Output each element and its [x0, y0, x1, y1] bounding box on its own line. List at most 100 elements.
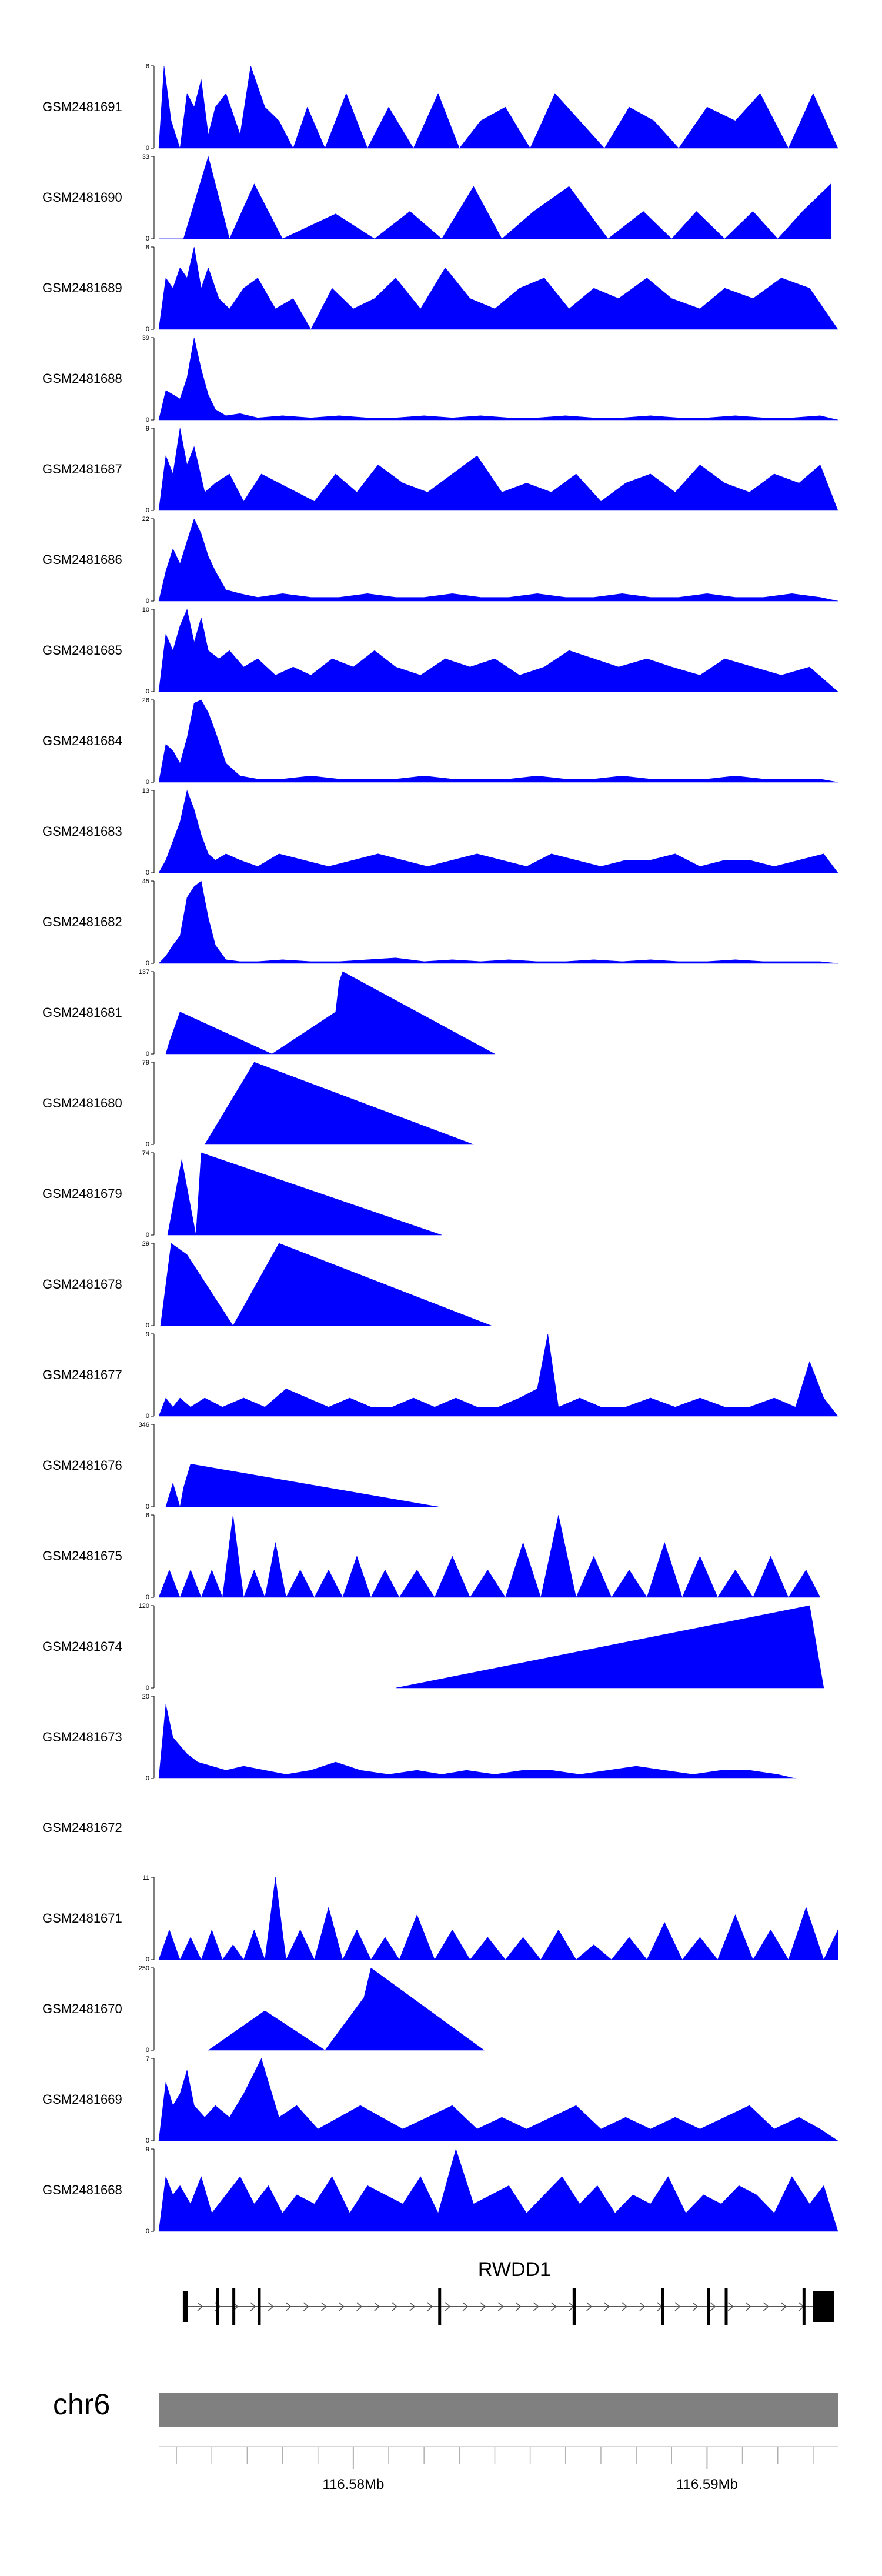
track-GSM2481684: GSM2481684 26 0	[42, 697, 838, 786]
strand-arrow	[781, 2302, 787, 2311]
track-label: GSM2481681	[42, 1005, 122, 1020]
strand-arrow	[515, 2302, 522, 2311]
y-axis-max-label: 26	[142, 697, 149, 704]
track-label: GSM2481690	[42, 190, 122, 205]
track-label: GSM2481676	[42, 1458, 122, 1473]
track-label: GSM2481679	[42, 1186, 122, 1201]
track-GSM2481680: GSM2481680 79 0	[42, 1059, 474, 1148]
genome-position-axis: 116.58Mb 116.59Mb	[159, 2446, 838, 2492]
strand-arrow	[285, 2302, 292, 2311]
y-axis-zero-label: 0	[146, 1232, 149, 1239]
axis-tick-label: 116.58Mb	[322, 2477, 384, 2492]
y-axis-max-label: 45	[142, 878, 149, 885]
strand-arrow	[622, 2302, 627, 2311]
strand-arrow	[268, 2302, 274, 2311]
coverage-area-GSM2481668	[158, 2148, 838, 2232]
track-GSM2481677: GSM2481677 9 0	[42, 1331, 838, 1420]
y-axis-max-label: 13	[142, 788, 149, 795]
y-axis-zero-label: 0	[146, 1956, 149, 1963]
track-GSM2481689: GSM2481689 8 0	[42, 244, 838, 333]
track-GSM2481683: GSM2481683 13 0	[42, 788, 838, 876]
strand-arrow	[763, 2302, 769, 2311]
track-GSM2481685: GSM2481685 10 0	[42, 606, 838, 695]
strand-arrow	[374, 2302, 380, 2311]
y-axis-max-label: 74	[142, 1150, 149, 1157]
track-label: GSM2481691	[42, 99, 122, 114]
track-label: GSM2481669	[42, 2092, 122, 2107]
strand-arrow	[427, 2302, 433, 2311]
coverage-area-GSM2481688	[158, 337, 838, 421]
coverage-area-GSM2481680	[204, 1062, 474, 1145]
track-GSM2481676: GSM2481676 346 0	[42, 1422, 439, 1510]
chromosome-bar	[159, 2393, 838, 2427]
y-axis-max-label: 120	[139, 1603, 149, 1610]
strand-arrow	[710, 2302, 716, 2311]
track-GSM2481669: GSM2481669 7 0	[42, 2056, 838, 2144]
track-GSM2481688: GSM2481688 39 0	[42, 335, 838, 423]
track-label: GSM2481672	[42, 1820, 122, 1835]
y-axis-zero-label: 0	[146, 1503, 149, 1510]
y-axis-max-label: 9	[146, 2146, 149, 2153]
coverage-area-GSM2481671	[158, 1877, 838, 1960]
chromosome-label: chr6	[53, 2388, 110, 2421]
coverage-area-GSM2481676	[165, 1463, 439, 1507]
y-axis-max-label: 10	[142, 606, 149, 613]
track-GSM2481670: GSM2481670 250 0	[42, 1965, 485, 2054]
track-GSM2481682: GSM2481682 45 0	[42, 878, 838, 967]
strand-arrow	[745, 2302, 751, 2311]
y-axis-zero-label: 0	[146, 416, 149, 423]
track-label: GSM2481682	[42, 915, 122, 929]
strand-arrow	[727, 2302, 734, 2311]
track-label: GSM2481675	[42, 1549, 122, 1563]
strand-arrow	[604, 2302, 610, 2311]
track-GSM2481668: GSM2481668 9 0	[42, 2146, 838, 2235]
y-axis-zero-label: 0	[146, 688, 149, 695]
track-GSM2481674: GSM2481674 120 0	[42, 1603, 824, 1691]
exon	[707, 2288, 710, 2325]
axis-tick-label: 116.59Mb	[676, 2477, 738, 2492]
strand-arrow	[445, 2302, 451, 2311]
y-axis-max-label: 8	[146, 244, 149, 251]
strand-arrow	[533, 2302, 539, 2311]
y-axis-zero-label: 0	[146, 869, 149, 876]
strand-arrow	[497, 2302, 504, 2311]
coverage-area-GSM2481681	[165, 971, 495, 1055]
y-axis-zero-label: 0	[146, 2228, 149, 2235]
strand-arrow	[409, 2302, 416, 2311]
track-label: GSM2481686	[42, 552, 122, 567]
exon	[258, 2288, 261, 2325]
track-label: GSM2481678	[42, 1277, 122, 1292]
coverage-area-GSM2481685	[158, 609, 838, 692]
track-label: GSM2481673	[42, 1730, 122, 1744]
strand-arrow	[586, 2302, 592, 2311]
exon	[216, 2288, 219, 2325]
y-axis-zero-label: 0	[146, 235, 149, 242]
track-label: GSM2481674	[42, 1639, 122, 1654]
y-axis-max-label: 346	[139, 1422, 149, 1429]
coverage-area-GSM2481679	[167, 1152, 442, 1236]
coverage-area-GSM2481682	[158, 880, 838, 964]
strand-arrow	[339, 2302, 345, 2311]
y-axis-zero-label: 0	[146, 2047, 149, 2054]
strand-arrow	[356, 2302, 362, 2311]
track-GSM2481673: GSM2481673 20 0	[42, 1693, 796, 1782]
y-axis-max-label: 6	[146, 63, 149, 70]
track-label: GSM2481683	[42, 824, 122, 839]
track-GSM2481687: GSM2481687 9 0	[42, 425, 838, 514]
exon	[661, 2288, 664, 2325]
track-GSM2481672: GSM2481672	[42, 1820, 122, 1835]
strand-arrow	[551, 2302, 557, 2311]
strand-arrow	[692, 2302, 699, 2311]
exon-utr	[816, 2293, 834, 2321]
y-axis-max-label: 39	[142, 335, 149, 342]
strand-arrow	[392, 2302, 397, 2311]
coverage-area-GSM2481687	[158, 428, 838, 511]
coverage-area-GSM2481689	[158, 246, 838, 330]
exon	[438, 2288, 442, 2325]
coverage-area-GSM2481677	[158, 1333, 838, 1417]
strand-arrow	[197, 2302, 203, 2311]
coverage-area-GSM2481686	[158, 518, 838, 602]
track-label: GSM2481668	[42, 2183, 122, 2197]
y-axis-zero-label: 0	[146, 1594, 149, 1601]
